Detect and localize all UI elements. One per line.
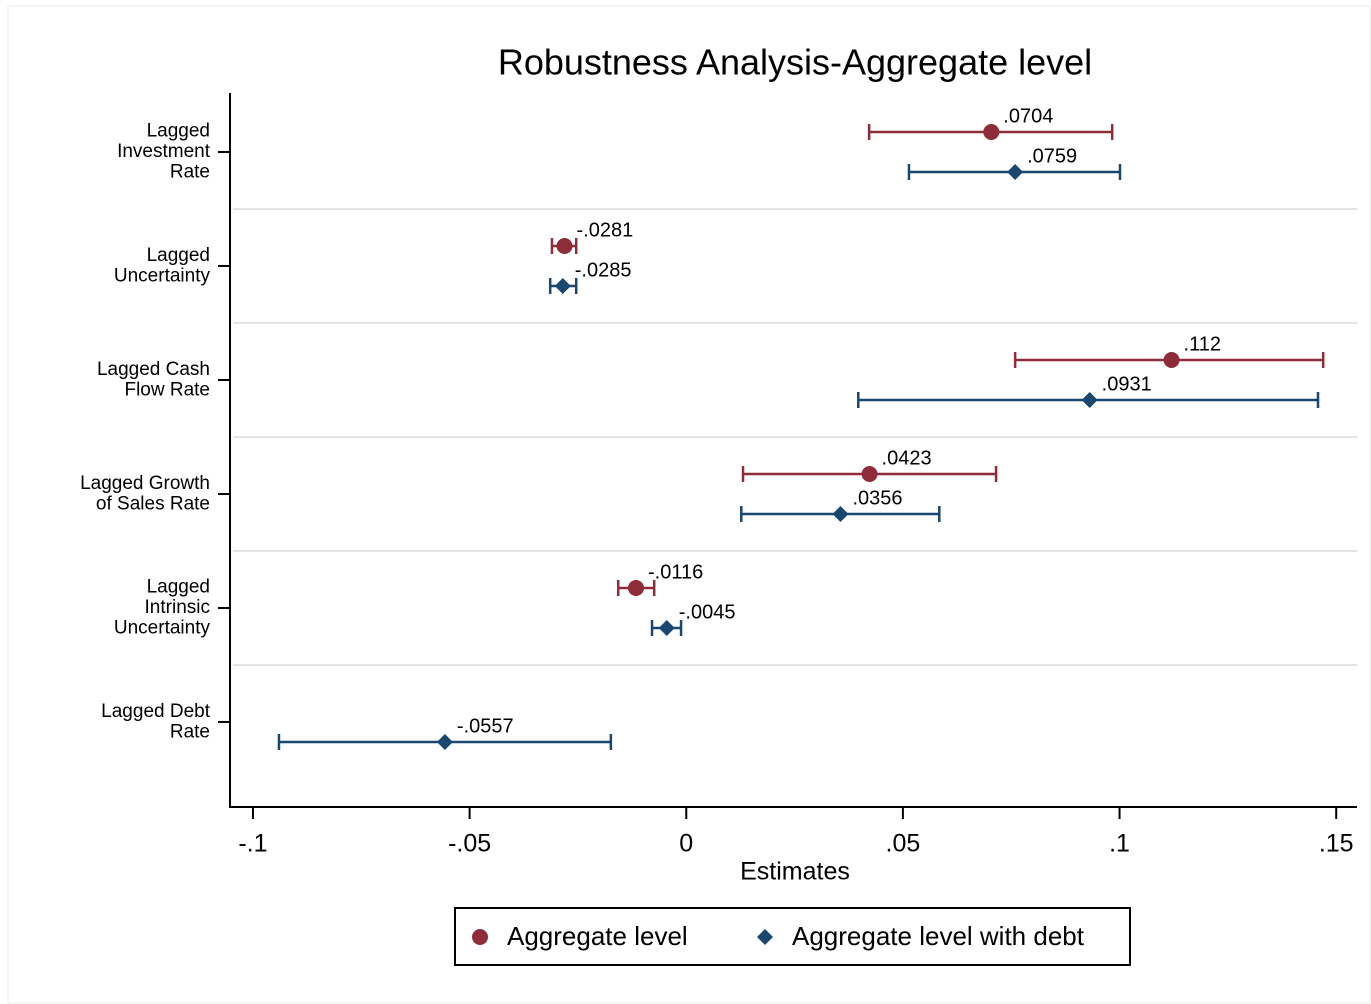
- background: [7, 5, 1371, 1004]
- y-tick-label: Uncertainty: [114, 618, 211, 639]
- value-label: -.0557: [457, 715, 514, 737]
- legend-label: Aggregate level with debt: [792, 921, 1085, 951]
- marker: [554, 278, 571, 294]
- marker: [861, 466, 878, 482]
- marker: [832, 506, 849, 522]
- value-label: .0931: [1102, 373, 1152, 395]
- value-label: -.0116: [648, 561, 703, 583]
- x-tick-label: -.1: [238, 830, 267, 858]
- y-tick-label: Flow Rate: [124, 379, 210, 400]
- legend-label: Aggregate level: [507, 921, 688, 951]
- marker: [983, 124, 1000, 140]
- marker: [1081, 392, 1098, 408]
- legend-marker: [757, 929, 773, 945]
- y-tick-label: Lagged Debt: [101, 701, 211, 722]
- y-tick-label: Intrinsic: [145, 597, 210, 618]
- value-label: -.0045: [679, 601, 736, 623]
- y-tick-label: Lagged: [147, 577, 210, 598]
- value-label: .0356: [853, 487, 903, 509]
- y-tick-label: Lagged Growth: [80, 473, 210, 494]
- y-tick-label: Lagged Cash: [97, 359, 210, 380]
- marker: [627, 580, 644, 596]
- y-tick-label: Rate: [170, 721, 210, 742]
- y-tick-label: Lagged: [147, 121, 210, 142]
- value-label: .0423: [882, 447, 932, 469]
- x-tick-label: 0: [679, 830, 693, 858]
- marker: [436, 734, 453, 750]
- y-tick-label: Uncertainty: [114, 265, 211, 286]
- x-axis-label: Estimates: [740, 858, 850, 886]
- value-label: -.0285: [575, 259, 632, 281]
- value-label: .0704: [1003, 105, 1053, 127]
- chart-title: Robustness Analysis-Aggregate level: [498, 42, 1092, 83]
- value-label: .0759: [1027, 145, 1077, 167]
- x-tick-label: -.05: [448, 830, 491, 858]
- marker: [1163, 352, 1180, 368]
- marker: [1007, 164, 1024, 180]
- value-label: .112: [1184, 333, 1221, 355]
- y-tick-label: Lagged: [147, 245, 210, 266]
- y-tick-label: Investment: [117, 141, 211, 162]
- legend-box: [454, 907, 1131, 966]
- x-tick-label: .15: [1319, 830, 1354, 858]
- legend-marker: [472, 929, 488, 945]
- y-tick-label: of Sales Rate: [96, 493, 210, 514]
- value-label: -.0281: [577, 219, 634, 241]
- x-tick-label: .1: [1109, 830, 1130, 858]
- marker: [556, 238, 573, 254]
- marker: [658, 620, 675, 636]
- x-tick-label: .05: [886, 830, 921, 858]
- y-tick-label: Rate: [170, 162, 210, 183]
